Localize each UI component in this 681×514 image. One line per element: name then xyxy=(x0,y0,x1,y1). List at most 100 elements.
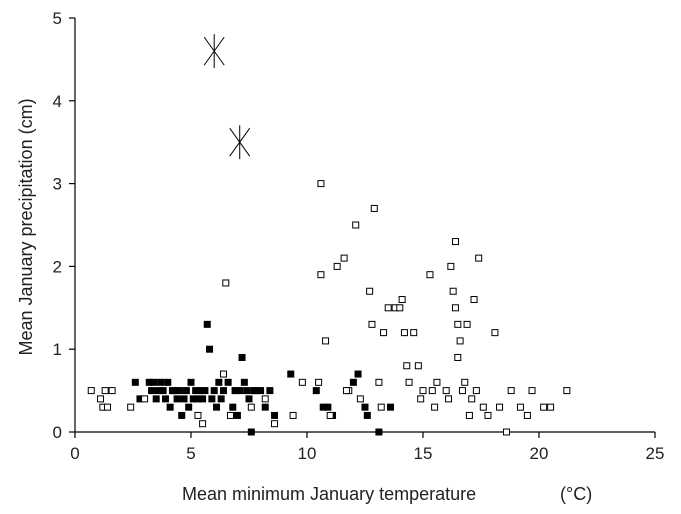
filled-point xyxy=(240,378,248,386)
open-point xyxy=(403,362,411,370)
open-point xyxy=(219,370,227,378)
filled-point xyxy=(180,395,188,403)
open-point xyxy=(419,387,427,395)
filled-point xyxy=(287,370,295,378)
filled-point xyxy=(387,403,395,411)
open-point xyxy=(226,411,234,419)
open-point xyxy=(470,296,478,304)
filled-point xyxy=(324,403,332,411)
y-tick-label: 4 xyxy=(53,92,62,111)
x-tick-label: 20 xyxy=(530,444,549,463)
open-point xyxy=(417,395,425,403)
open-point xyxy=(484,411,492,419)
open-point xyxy=(463,320,471,328)
filled-point xyxy=(319,403,327,411)
open-point xyxy=(426,271,434,279)
y-tick-label: 0 xyxy=(53,423,62,442)
open-point xyxy=(496,403,504,411)
x-tick-label: 10 xyxy=(298,444,317,463)
open-point xyxy=(370,204,378,212)
open-point xyxy=(465,411,473,419)
x-axis-label: Mean minimum January temperature xyxy=(182,484,476,504)
open-point xyxy=(431,403,439,411)
open-point xyxy=(468,395,476,403)
filled-point xyxy=(196,387,204,395)
filled-point xyxy=(361,403,369,411)
open-point xyxy=(368,320,376,328)
filled-point xyxy=(182,387,190,395)
filled-point xyxy=(164,378,172,386)
filled-point xyxy=(312,387,320,395)
filled-point xyxy=(189,395,197,403)
open-point xyxy=(333,262,341,270)
filled-point xyxy=(245,395,253,403)
data-points xyxy=(87,34,571,436)
filled-point xyxy=(215,378,223,386)
x-axis-unit: (°C) xyxy=(560,484,592,504)
filled-point xyxy=(194,395,202,403)
y-axis-label: Mean January precipitation (cm) xyxy=(16,98,36,355)
open-point xyxy=(199,420,207,428)
open-point xyxy=(451,238,459,246)
filled-point xyxy=(199,395,207,403)
open-point xyxy=(528,387,536,395)
open-point xyxy=(366,287,374,295)
open-point xyxy=(127,403,135,411)
filled-point xyxy=(243,387,251,395)
filled-point xyxy=(257,387,265,395)
open-point xyxy=(375,378,383,386)
open-point xyxy=(507,387,515,395)
open-point xyxy=(384,304,392,312)
x-tick-label: 5 xyxy=(186,444,195,463)
open-point xyxy=(194,411,202,419)
open-point xyxy=(405,378,413,386)
y-tick-label: 3 xyxy=(53,175,62,194)
open-point xyxy=(516,403,524,411)
filled-point xyxy=(252,387,260,395)
filled-point xyxy=(266,387,274,395)
open-point xyxy=(442,387,450,395)
open-point xyxy=(479,403,487,411)
filled-point xyxy=(185,403,193,411)
open-point xyxy=(97,395,105,403)
filled-point xyxy=(238,353,246,361)
filled-point xyxy=(150,378,158,386)
open-point xyxy=(271,420,279,428)
open-point xyxy=(454,320,462,328)
open-point xyxy=(377,403,385,411)
x-tick-label: 15 xyxy=(414,444,433,463)
filled-point xyxy=(136,395,144,403)
y-tick-label: 5 xyxy=(53,9,62,28)
filled-point xyxy=(231,387,239,395)
star-point xyxy=(203,34,225,69)
open-point xyxy=(398,296,406,304)
open-point xyxy=(396,304,404,312)
open-point xyxy=(433,378,441,386)
filled-point xyxy=(178,411,186,419)
open-point xyxy=(445,395,453,403)
filled-point xyxy=(155,387,163,395)
filled-point xyxy=(233,411,241,419)
open-point xyxy=(472,387,480,395)
open-point xyxy=(410,329,418,337)
open-point xyxy=(317,271,325,279)
filled-point xyxy=(363,411,371,419)
filled-point xyxy=(224,378,232,386)
open-point xyxy=(315,378,323,386)
filled-point xyxy=(217,395,225,403)
y-tick-label: 2 xyxy=(53,257,62,276)
filled-point xyxy=(236,387,244,395)
open-point xyxy=(451,304,459,312)
x-tick-label: 25 xyxy=(646,444,665,463)
open-point xyxy=(298,378,306,386)
filled-point xyxy=(271,411,279,419)
open-point xyxy=(342,387,350,395)
open-point xyxy=(449,287,457,295)
filled-point xyxy=(157,378,165,386)
filled-point xyxy=(213,403,221,411)
filled-point xyxy=(247,428,255,436)
filled-point xyxy=(145,378,153,386)
filled-point xyxy=(152,395,160,403)
open-point xyxy=(247,403,255,411)
open-point xyxy=(326,411,334,419)
